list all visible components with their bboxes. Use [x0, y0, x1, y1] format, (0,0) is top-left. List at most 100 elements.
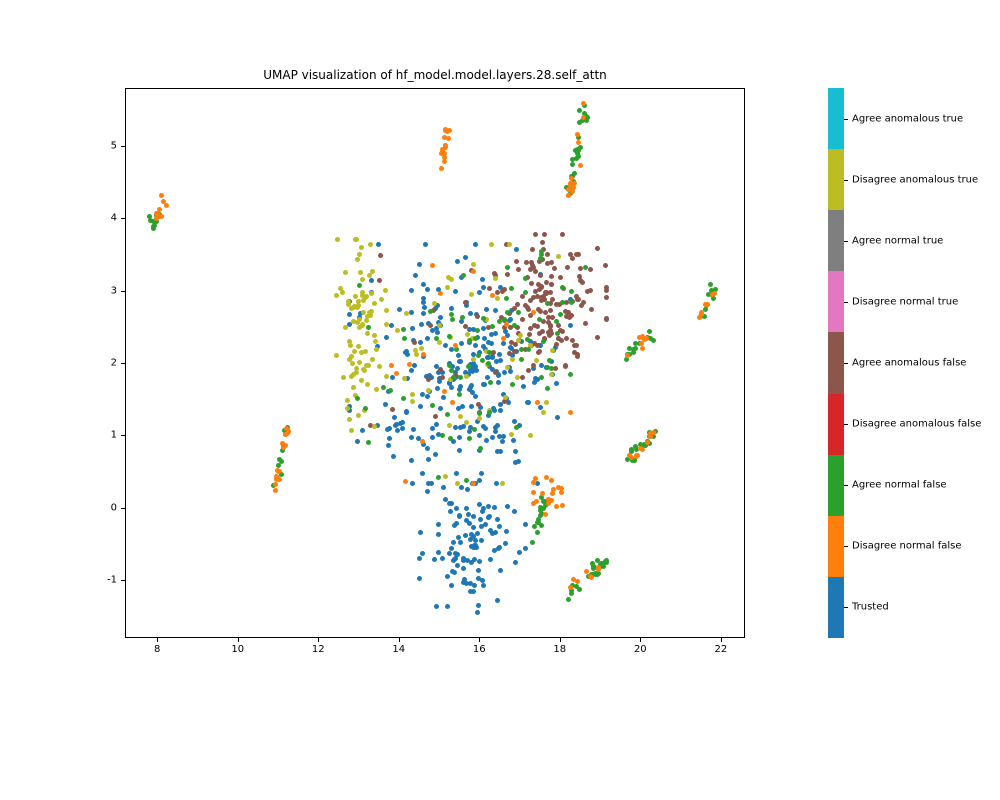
scatter-point: [417, 262, 422, 267]
scatter-point: [463, 324, 468, 329]
scatter-point: [281, 445, 286, 450]
scatter-point: [481, 583, 486, 588]
scatter-point: [492, 548, 497, 553]
scatter-point: [545, 252, 550, 257]
scatter-point: [352, 349, 357, 354]
colorbar-segment: [828, 455, 844, 516]
scatter-point: [357, 325, 362, 330]
y-tick-mark: [121, 291, 125, 292]
scatter-point: [435, 330, 440, 335]
y-tick-label: 3: [97, 285, 117, 296]
scatter-area: [126, 89, 744, 637]
colorbar-tick: [844, 180, 848, 181]
scatter-point: [596, 567, 601, 572]
colorbar-segment: [828, 271, 844, 332]
scatter-point: [334, 293, 339, 298]
scatter-point: [418, 340, 423, 345]
scatter-point: [447, 423, 452, 428]
scatter-point: [533, 476, 538, 481]
scatter-point: [558, 312, 563, 317]
scatter-point: [481, 424, 486, 429]
scatter-point: [588, 288, 593, 293]
scatter-point: [403, 479, 408, 484]
scatter-point: [523, 290, 528, 295]
scatter-point: [277, 477, 282, 482]
scatter-point: [631, 350, 636, 355]
scatter-point: [569, 176, 574, 181]
scatter-point: [510, 382, 515, 387]
scatter-point: [566, 597, 571, 602]
scatter-point: [418, 530, 423, 535]
scatter-point: [448, 436, 453, 441]
scatter-point: [423, 242, 428, 247]
scatter-point: [374, 387, 379, 392]
x-tick-label: 22: [714, 644, 727, 655]
scatter-point: [369, 278, 374, 283]
colorbar-tick: [844, 607, 848, 608]
scatter-point: [488, 380, 493, 385]
scatter-point: [710, 292, 715, 297]
scatter-point: [440, 556, 445, 561]
scatter-point: [455, 563, 460, 568]
scatter-point: [475, 328, 480, 333]
scatter-point: [151, 226, 156, 231]
scatter-point: [341, 375, 346, 380]
scatter-point: [480, 578, 485, 583]
scatter-point: [644, 336, 649, 341]
scatter-point: [549, 372, 554, 377]
scatter-point: [343, 325, 348, 330]
scatter-point: [449, 312, 454, 317]
scatter-point: [541, 506, 546, 511]
scatter-point: [386, 443, 391, 448]
scatter-point: [505, 310, 510, 315]
scatter-point: [488, 557, 493, 562]
scatter-point: [436, 522, 441, 527]
scatter-point: [574, 156, 579, 161]
scatter-point: [475, 610, 480, 615]
y-tick-mark: [121, 580, 125, 581]
scatter-point: [440, 375, 445, 380]
scatter-point: [517, 550, 522, 555]
scatter-point: [417, 576, 422, 581]
scatter-point: [530, 247, 535, 252]
scatter-point: [515, 375, 520, 380]
scatter-point: [555, 331, 560, 336]
scatter-point: [457, 359, 462, 364]
scatter-point: [578, 163, 583, 168]
scatter-point: [467, 436, 472, 441]
scatter-point: [439, 166, 444, 171]
scatter-point: [497, 319, 502, 324]
scatter-point: [440, 433, 445, 438]
scatter-point: [509, 340, 514, 345]
scatter-point: [544, 400, 549, 405]
scatter-point: [402, 376, 407, 381]
scatter-point: [432, 557, 437, 562]
scatter-point: [417, 556, 422, 561]
scatter-point: [566, 193, 571, 198]
scatter-point: [446, 136, 451, 141]
scatter-point: [458, 540, 463, 545]
scatter-point: [347, 312, 352, 317]
scatter-point: [443, 343, 448, 348]
scatter-point: [355, 257, 360, 262]
scatter-point: [576, 140, 581, 145]
scatter-point: [546, 315, 551, 320]
scatter-point: [436, 550, 441, 555]
scatter-point: [449, 385, 454, 390]
scatter-point: [377, 278, 382, 283]
scatter-point: [595, 558, 600, 563]
scatter-point: [603, 263, 608, 268]
scatter-point: [454, 521, 459, 526]
scatter-point: [508, 317, 513, 322]
scatter-point: [366, 325, 371, 330]
scatter-point: [514, 259, 519, 264]
scatter-point: [355, 439, 360, 444]
scatter-point: [493, 331, 498, 336]
scatter-point: [560, 503, 565, 508]
scatter-point: [520, 375, 525, 380]
scatter-point: [625, 353, 630, 358]
colorbar-label: Agree anomalous false: [852, 358, 966, 369]
x-tick-mark: [238, 638, 239, 642]
scatter-point: [453, 551, 458, 556]
scatter-point: [473, 336, 478, 341]
